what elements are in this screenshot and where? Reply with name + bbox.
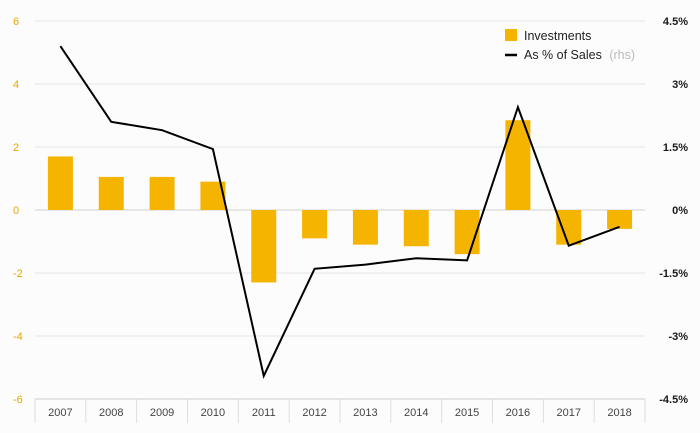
right-tick-label: -1.5% [659, 268, 688, 280]
bar-2008 [98, 176, 124, 210]
left-tick-label: 0 [13, 205, 19, 217]
left-tick-label: 4 [13, 79, 19, 91]
x-tick-label-2018: 2018 [607, 407, 631, 419]
legend-swatch-investments [505, 29, 517, 41]
bar-2009 [149, 176, 175, 210]
x-tick-label-2013: 2013 [353, 407, 377, 419]
left-tick-label: 6 [13, 16, 19, 28]
bar-2013 [352, 210, 378, 245]
bar-2018 [607, 210, 633, 229]
x-tick-label-2007: 2007 [48, 407, 72, 419]
right-tick-label: 0% [672, 205, 688, 217]
left-tick-label: 2 [13, 142, 19, 154]
x-tick-label-2015: 2015 [455, 407, 479, 419]
bar-2007 [47, 156, 73, 210]
bar-2011 [251, 210, 277, 283]
right-tick-label: -3% [668, 331, 688, 343]
left-tick-label: -4 [13, 331, 23, 343]
left-tick-label: -2 [13, 268, 23, 280]
left-tick-label: -6 [13, 394, 23, 406]
right-tick-label: 1.5% [663, 142, 688, 154]
line-path-as-pct-of-sales [59, 45, 620, 379]
legend-label-investments: Investments [524, 29, 591, 43]
x-tick-label-2014: 2014 [404, 407, 428, 419]
bar-series-investments [47, 120, 633, 283]
x-tick-label-2011: 2011 [252, 407, 276, 419]
x-tick-label-2009: 2009 [150, 407, 174, 419]
line-series-as-pct-of-sales [59, 45, 620, 379]
x-tick-label-2010: 2010 [201, 407, 225, 419]
right-tick-label: 3% [672, 79, 688, 91]
x-tick-label-2017: 2017 [557, 407, 581, 419]
bar-2015 [454, 210, 480, 255]
legend-label-as-pct-of-sales-text: As % of Sales [524, 48, 602, 62]
legend: Investments As % of Sales (rhs) [505, 29, 635, 62]
left-axis-ticks: -6 -4 -2 0 2 4 6 [13, 16, 23, 406]
x-axis: 2007 2008 2009 2010 2011 2012 2013 2014 2015 2016… [34, 398, 646, 423]
x-tick-label-2012: 2012 [302, 407, 326, 419]
legend-label-as-pct-of-sales: As % of Sales (rhs) [524, 48, 635, 62]
bar-2017 [556, 210, 582, 245]
x-tick-label-2016: 2016 [506, 407, 530, 419]
right-tick-label: -4.5% [659, 394, 688, 406]
legend-note-rhs: (rhs) [609, 48, 635, 62]
right-axis-ticks: -4.5% -3% -1.5% 0% 1.5% 3% 4.5% [659, 16, 688, 406]
x-tick-label-2008: 2008 [99, 407, 123, 419]
bar-2014 [403, 210, 429, 247]
bar-2012 [302, 210, 328, 239]
right-tick-label: 4.5% [663, 16, 688, 28]
